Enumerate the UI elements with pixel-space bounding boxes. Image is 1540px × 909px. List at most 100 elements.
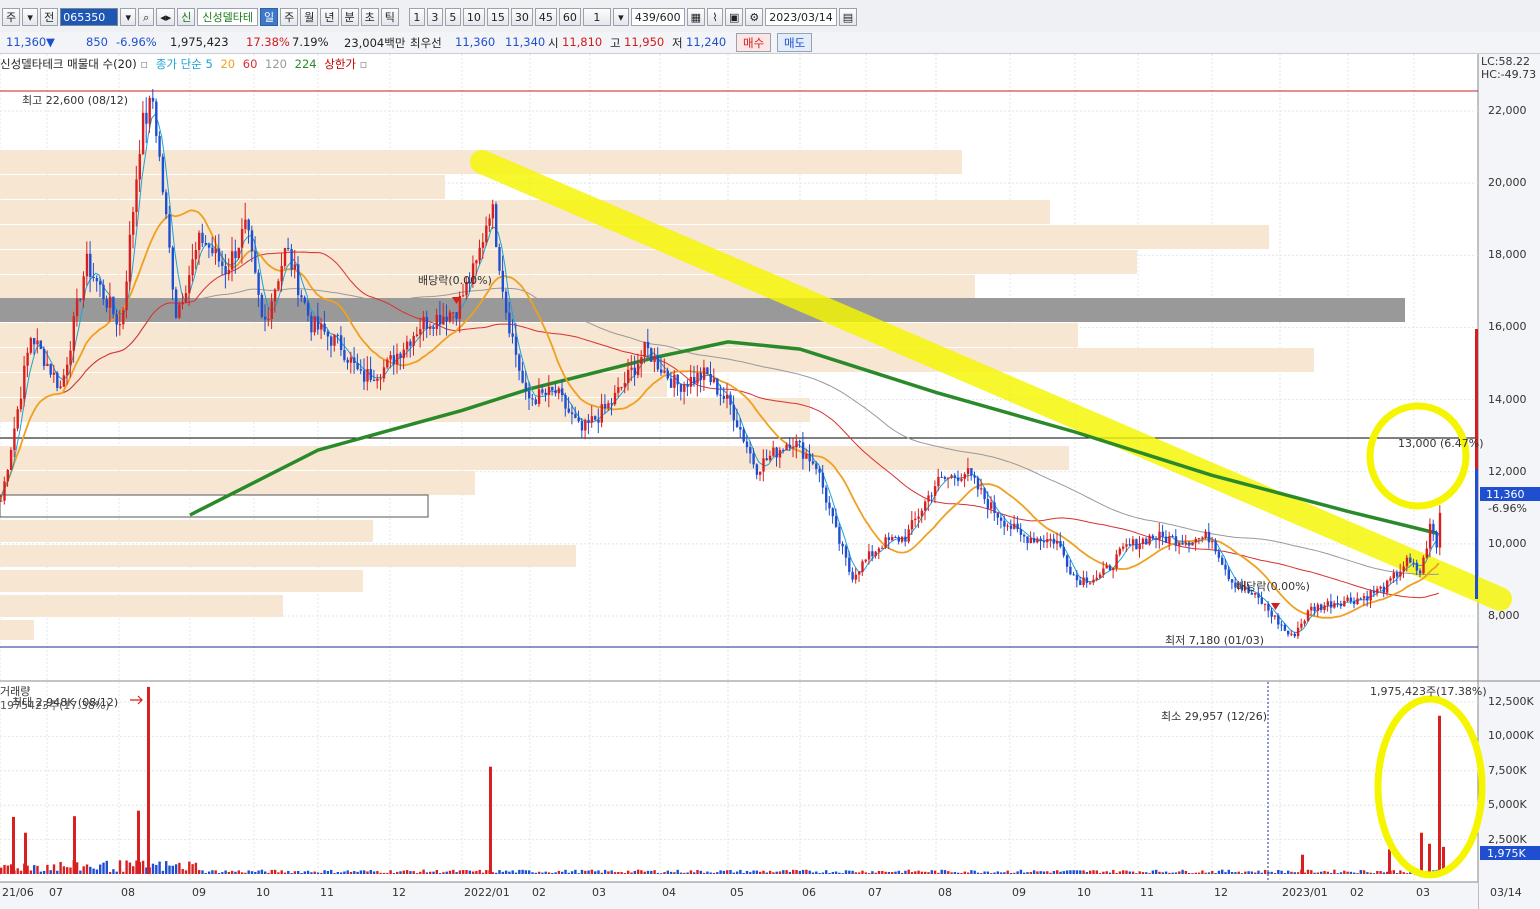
- price-chart[interactable]: [0, 54, 1540, 909]
- candle-body: [937, 476, 940, 487]
- volume-bar: [1098, 873, 1102, 874]
- volume-bar: [1188, 872, 1191, 874]
- volume-bar: [369, 870, 372, 874]
- volume-bar: [531, 872, 534, 874]
- candle-body: [386, 359, 389, 368]
- volume-bar: [155, 864, 158, 874]
- interval-5-button[interactable]: 5: [444, 8, 461, 26]
- candle-body: [1092, 579, 1095, 583]
- prev-button[interactable]: 전: [40, 8, 59, 26]
- candle-body: [831, 508, 834, 517]
- interval-10-button[interactable]: 10: [462, 8, 485, 26]
- legend-limit[interactable]: 상한가: [324, 57, 357, 71]
- search-icon[interactable]: ⌕: [138, 8, 155, 26]
- candle-body: [1221, 557, 1224, 565]
- candle-body: [72, 316, 75, 351]
- interval-30-button[interactable]: 30: [510, 8, 533, 26]
- legend-dot-icon[interactable]: ▫: [140, 57, 149, 71]
- volume-bar: [105, 860, 108, 874]
- candle-body: [353, 357, 356, 364]
- legend-limit-dot-icon[interactable]: ▫: [359, 57, 368, 71]
- period-year-tab[interactable]: 년: [320, 8, 339, 26]
- volume-tick: 5,000K: [1488, 798, 1527, 812]
- interval-1-button[interactable]: 1: [408, 8, 425, 26]
- volume-bar: [287, 871, 290, 874]
- legend-ma224[interactable]: 224: [294, 57, 317, 71]
- volume-bar: [330, 869, 333, 874]
- candle-body: [930, 495, 933, 497]
- volume-bar: [46, 864, 49, 874]
- candle-body: [419, 329, 422, 335]
- candle-body: [108, 296, 112, 308]
- candle-body: [267, 319, 270, 321]
- volume-bar: [712, 872, 716, 874]
- volume-bar: [828, 873, 831, 874]
- candle-body: [1039, 538, 1042, 542]
- time-tick: 2023/01: [1282, 886, 1328, 899]
- candle-body: [102, 284, 105, 300]
- candle-body: [745, 441, 749, 448]
- candle-body: [1026, 536, 1029, 544]
- period-minute-tab[interactable]: 분: [340, 8, 359, 26]
- stock-code-input[interactable]: 065350: [60, 8, 119, 26]
- volume-bar: [69, 867, 72, 874]
- date-field[interactable]: 2023/03/14: [765, 8, 837, 26]
- volume-bar: [722, 870, 726, 874]
- line-tool-icon[interactable]: ⌇: [707, 8, 724, 26]
- volume-bar: [1329, 872, 1333, 874]
- candle-body: [689, 376, 693, 387]
- period-tick-tab[interactable]: 틱: [380, 8, 399, 26]
- price-range-red: [1475, 329, 1478, 599]
- candle-body: [125, 281, 128, 311]
- legend-ma5[interactable]: 5: [205, 57, 213, 71]
- candle-body: [333, 334, 336, 346]
- legend: 신성델타테크 매물대 수(20) ▫ 종가 단순 5 20 60 120 224…: [0, 56, 367, 72]
- volume-bar: [1227, 869, 1230, 874]
- speaker-icon[interactable]: ◂▸: [156, 8, 176, 26]
- count-dropdown-icon[interactable]: ▾: [612, 8, 629, 26]
- calendar-icon[interactable]: ▤: [838, 8, 858, 26]
- volume-bar: [834, 871, 838, 874]
- code-dropdown-icon[interactable]: ▾: [120, 8, 137, 26]
- volume-bar: [1052, 871, 1056, 874]
- interval-60-button[interactable]: 60: [558, 8, 581, 26]
- candle-body: [26, 352, 29, 366]
- volume-bar: [544, 871, 547, 874]
- volume-bar: [940, 869, 943, 874]
- period-day-tab[interactable]: 일: [260, 8, 279, 26]
- candle-body: [402, 349, 405, 359]
- period-second-tab[interactable]: 초: [360, 8, 379, 26]
- volume-bar: [877, 870, 881, 874]
- dividend-label-2: 배당락(0.00%): [1236, 580, 1310, 593]
- legend-ma120[interactable]: 120: [265, 57, 287, 71]
- grid-icon[interactable]: ▦: [686, 8, 706, 26]
- gear-icon[interactable]: ⚙: [745, 8, 764, 26]
- interval-45-button[interactable]: 45: [534, 8, 557, 26]
- volume-bar: [752, 870, 755, 874]
- candle-body: [392, 355, 396, 365]
- legend-ma20[interactable]: 20: [220, 57, 236, 71]
- volume-bar: [1280, 870, 1283, 874]
- candle-body: [471, 263, 475, 284]
- sell-button[interactable]: 매도: [777, 33, 813, 52]
- buy-button[interactable]: 매수: [736, 33, 772, 52]
- interval-3-button[interactable]: 3: [426, 8, 443, 26]
- volume-bar: [1320, 871, 1323, 874]
- legend-ma60[interactable]: 60: [242, 57, 258, 71]
- down-arrow-icon: ▼: [46, 35, 55, 49]
- volume-bar: [894, 871, 897, 874]
- dropdown-arrow-icon[interactable]: ▾: [22, 8, 39, 26]
- period-week-tab[interactable]: 주: [280, 8, 299, 26]
- candle-body: [1359, 598, 1362, 600]
- count-field[interactable]: 1: [582, 8, 611, 26]
- interval-15-button[interactable]: 15: [486, 8, 509, 26]
- candle-body: [564, 395, 567, 409]
- period-month-tab[interactable]: 월: [300, 8, 319, 26]
- market-button[interactable]: 주: [2, 8, 21, 26]
- volume-title: 거래량: [0, 685, 31, 698]
- volume-bar: [481, 872, 485, 874]
- candle-body: [501, 270, 504, 292]
- volume-bar: [66, 867, 69, 874]
- candle-body: [132, 212, 135, 235]
- save-icon[interactable]: ▣: [725, 8, 744, 26]
